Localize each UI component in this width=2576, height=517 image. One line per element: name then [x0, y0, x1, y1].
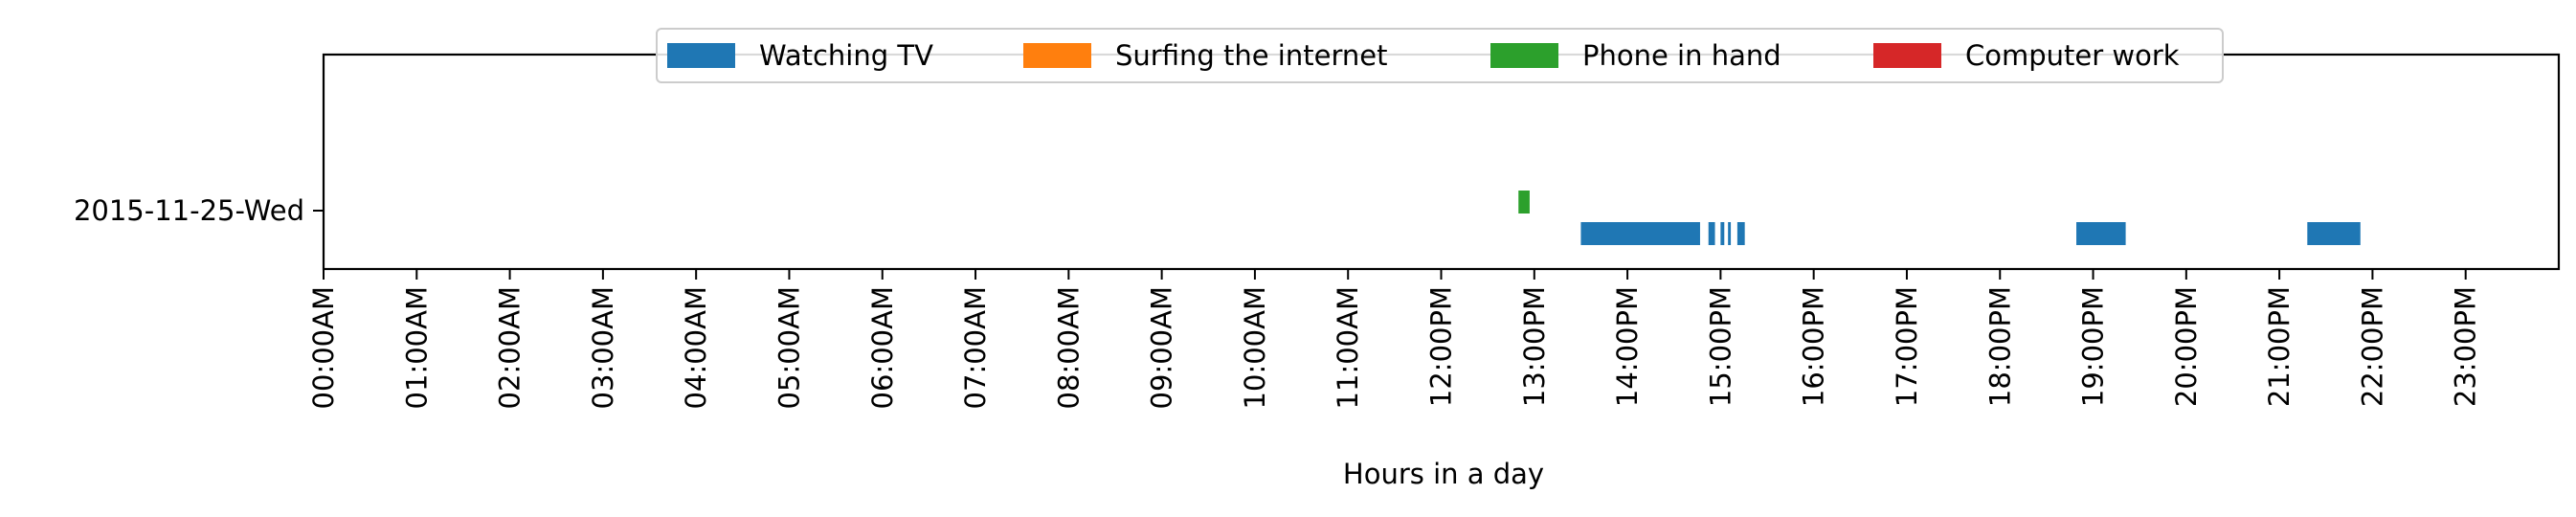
x-tick-label: 01:00AM	[400, 286, 433, 409]
x-tick-label: 18:00PM	[1983, 286, 2016, 407]
x-tick-label: 06:00AM	[866, 286, 899, 409]
legend-swatch	[1873, 43, 1941, 68]
x-axis-label: Hours in a day	[1343, 458, 1544, 490]
x-tick-label: 00:00AM	[307, 286, 340, 409]
x-axis: 00:00AM 01:00AM 02:00AM 03:00AM 04:00AM 05:00…	[307, 269, 2482, 409]
legend-label: Watching TV	[759, 39, 933, 72]
x-tick-label: 03:00AM	[587, 286, 619, 409]
x-tick-label: 11:00AM	[1332, 286, 1364, 409]
x-tick-label: 04:00AM	[680, 286, 712, 409]
bar-watching-tv	[1736, 222, 1745, 245]
x-tick-label: 02:00AM	[494, 286, 526, 409]
x-tick-label: 21:00PM	[2263, 286, 2296, 407]
x-tick-label: 14:00PM	[1611, 286, 1644, 407]
x-tick-label: 13:00PM	[1518, 286, 1551, 407]
legend-label: Surfing the internet	[1115, 39, 1387, 72]
legend-swatch	[667, 43, 735, 68]
legend-label: Computer work	[1965, 39, 2180, 72]
bar-watching-tv	[1728, 222, 1732, 245]
x-tick-label: 12:00PM	[1425, 286, 1458, 407]
x-tick-label: 07:00AM	[959, 286, 992, 409]
y-tick-label: 2015-11-25-Wed	[74, 194, 304, 227]
x-tick-label: 16:00PM	[1798, 286, 1830, 407]
legend-swatch	[1023, 43, 1091, 68]
legend-swatch	[1490, 43, 1558, 68]
x-tick-label: 15:00PM	[1704, 286, 1736, 407]
x-tick-label: 22:00PM	[2356, 286, 2388, 407]
legend-box	[656, 28, 2224, 83]
x-tick-label: 23:00PM	[2450, 286, 2482, 407]
x-tick-label: 19:00PM	[2077, 286, 2110, 407]
bar-watching-tv	[2307, 222, 2361, 245]
bar-watching-tv	[1720, 222, 1725, 245]
legend: Watching TV Surfing the internet Phone in …	[656, 28, 2224, 83]
plot-area	[322, 53, 2561, 271]
x-tick-label: 05:00AM	[773, 286, 805, 409]
x-tick-label: 10:00AM	[1239, 286, 1271, 409]
bar-watching-tv	[1708, 222, 1715, 245]
x-tick-label: 17:00PM	[1891, 286, 1923, 407]
legend-label: Phone in hand	[1582, 39, 1781, 72]
bar-watching-tv	[2076, 222, 2126, 245]
bar-watching-tv	[1580, 222, 1700, 245]
bar-phone-in-hand	[1518, 191, 1530, 214]
x-tick-label: 09:00AM	[1146, 286, 1178, 409]
y-axis: 2015-11-25-Wed	[74, 194, 324, 227]
plot-frame	[322, 53, 2561, 271]
x-tick-label: 08:00AM	[1052, 286, 1085, 409]
x-tick-label: 20:00PM	[2170, 286, 2203, 407]
